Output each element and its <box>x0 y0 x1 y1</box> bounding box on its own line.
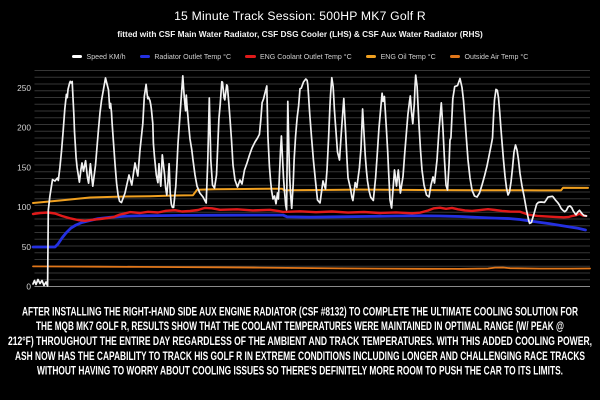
svg-text:THE MQB MK7 GOLF R, RESULTS SH: THE MQB MK7 GOLF R, RESULTS SHOW THAT TH… <box>36 319 564 333</box>
svg-text:50: 50 <box>22 242 32 252</box>
svg-text:0: 0 <box>26 282 31 292</box>
svg-text:AFTER INSTALLING THE RIGHT-HAN: AFTER INSTALLING THE RIGHT-HAND SIDE AUX… <box>22 305 578 319</box>
svg-text:150: 150 <box>17 163 31 173</box>
svg-text:250: 250 <box>17 83 31 93</box>
svg-text:212°F) THROUGHOUT THE ENTIRE D: 212°F) THROUGHOUT THE ENTIRE DAY REGARDL… <box>8 334 592 348</box>
svg-text:200: 200 <box>17 123 31 133</box>
svg-text:ASH NOW HAS THE CAPABILITY TO: ASH NOW HAS THE CAPABILITY TO TRACK HIS … <box>15 349 585 363</box>
svg-text:100: 100 <box>17 202 31 212</box>
svg-text:WITHOUT HAVING TO WORRY ABOUT: WITHOUT HAVING TO WORRY ABOUT COOLING IS… <box>37 364 563 378</box>
